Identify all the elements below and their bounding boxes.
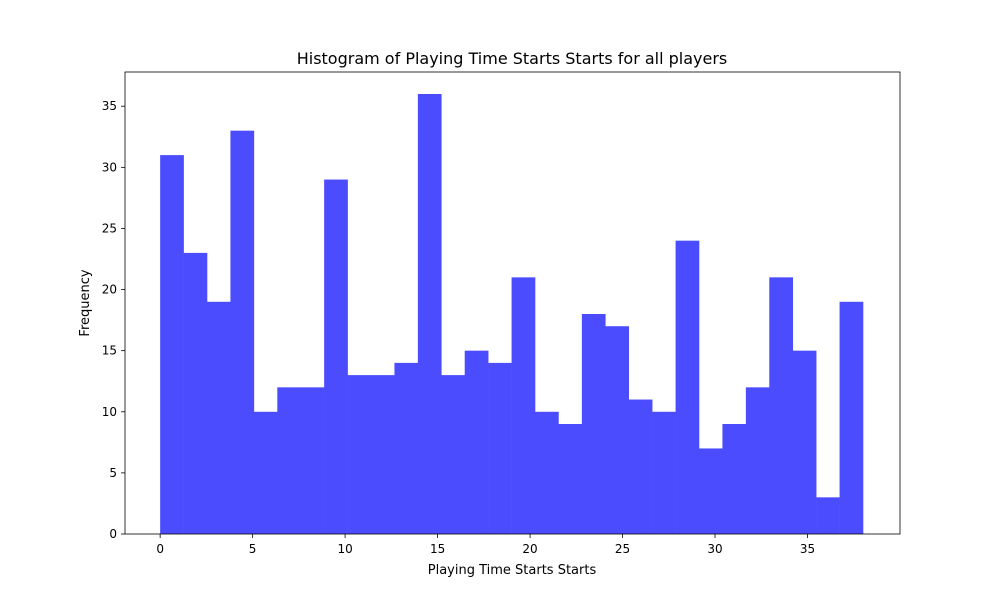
histogram-bar xyxy=(722,424,746,534)
histogram-bar xyxy=(512,277,536,534)
histogram-bar xyxy=(207,302,231,534)
y-tick-label: 5 xyxy=(109,466,117,480)
histogram-bar xyxy=(465,351,489,534)
histogram-bar xyxy=(394,363,418,534)
histogram-bar xyxy=(816,497,840,534)
histogram-bar xyxy=(184,253,208,534)
histogram-bar xyxy=(160,155,184,534)
y-tick-label: 10 xyxy=(102,405,117,419)
histogram-bar xyxy=(652,412,676,534)
y-axis: 0 5 10 15 20 25 30 35 xyxy=(102,99,125,541)
histogram-bar xyxy=(301,387,325,534)
x-tick-label: 10 xyxy=(337,542,352,556)
histogram-bar xyxy=(840,302,864,534)
histogram-bar xyxy=(441,375,465,534)
x-tick-label: 25 xyxy=(615,542,630,556)
histogram-bar xyxy=(793,351,817,534)
histogram-bar xyxy=(558,424,582,534)
chart-title: Histogram of Playing Time Starts Starts … xyxy=(297,49,728,68)
histogram-bar xyxy=(324,180,348,534)
x-tick-label: 5 xyxy=(249,542,257,556)
histogram-bar xyxy=(746,387,770,534)
histogram-bar xyxy=(254,412,278,534)
x-tick-label: 20 xyxy=(522,542,537,556)
histogram-bar xyxy=(418,94,442,534)
histogram-bar xyxy=(769,277,793,534)
histogram-bar xyxy=(629,400,653,534)
histogram-bar xyxy=(488,363,512,534)
histogram-bar xyxy=(277,387,301,534)
x-axis: 0 5 10 15 20 25 30 35 xyxy=(156,534,815,556)
histogram-bar xyxy=(582,314,606,534)
histogram-bar xyxy=(371,375,395,534)
x-tick-label: 30 xyxy=(707,542,722,556)
histogram-bar xyxy=(605,326,629,534)
histogram-bar xyxy=(535,412,559,534)
y-tick-label: 20 xyxy=(102,283,117,297)
histogram-bar xyxy=(230,131,254,534)
x-tick-label: 35 xyxy=(800,542,815,556)
y-tick-label: 0 xyxy=(109,527,117,541)
histogram-bar xyxy=(699,448,723,534)
y-tick-label: 35 xyxy=(102,99,117,113)
x-tick-label: 0 xyxy=(156,542,164,556)
histogram-bar xyxy=(676,241,700,534)
bars-group xyxy=(160,94,863,534)
x-axis-label: Playing Time Starts Starts xyxy=(428,563,597,578)
y-tick-label: 25 xyxy=(102,221,117,235)
y-tick-label: 15 xyxy=(102,344,117,358)
y-tick-label: 30 xyxy=(102,160,117,174)
x-tick-label: 15 xyxy=(430,542,445,556)
y-axis-label: Frequency xyxy=(78,269,93,336)
histogram-bar xyxy=(348,375,372,534)
